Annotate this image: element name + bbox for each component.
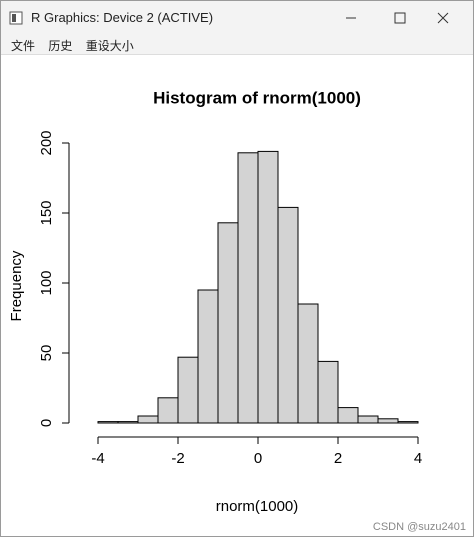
menu-item[interactable]: 重设大小 bbox=[85, 39, 134, 53]
bar bbox=[397, 421, 419, 424]
bar bbox=[97, 421, 119, 424]
bar bbox=[337, 407, 359, 424]
close-button[interactable] bbox=[437, 12, 449, 24]
bar bbox=[357, 415, 379, 424]
menu-bar: 文件 历史 重设大小 bbox=[1, 35, 473, 55]
bar bbox=[377, 418, 399, 424]
window-icons bbox=[9, 11, 449, 25]
x-tick-label: -2 bbox=[171, 450, 184, 467]
menu-item[interactable]: 历史 bbox=[48, 39, 73, 53]
chart: Histogram of rnorm(1000) rnorm(1000) Fre… bbox=[8, 88, 466, 533]
bar bbox=[277, 206, 299, 424]
app-icon-detail bbox=[12, 14, 16, 22]
y-tick-label: 200 bbox=[38, 130, 55, 155]
maximize-button[interactable] bbox=[394, 12, 406, 24]
bar bbox=[117, 421, 139, 424]
bar bbox=[257, 150, 279, 424]
y-tick-label: 0 bbox=[38, 419, 55, 427]
bar bbox=[177, 356, 199, 424]
bar bbox=[197, 289, 219, 424]
menu-item[interactable]: 文件 bbox=[11, 39, 36, 53]
x-tick-label: 4 bbox=[414, 450, 422, 467]
y-tick-label: 50 bbox=[38, 345, 55, 362]
x-tick-label: 0 bbox=[254, 450, 262, 467]
y-axis-label: Frequency bbox=[8, 250, 25, 321]
bar bbox=[157, 397, 179, 424]
bar bbox=[137, 415, 159, 424]
bar bbox=[317, 360, 339, 424]
title-bar: R Graphics: Device 2 (ACTIVE) bbox=[1, 1, 473, 35]
chart-title: Histogram of rnorm(1000) bbox=[153, 88, 361, 107]
x-tick-label: -4 bbox=[91, 450, 104, 467]
watermark: CSDN @suzu2401 bbox=[373, 521, 466, 533]
y-tick-label: 150 bbox=[38, 200, 55, 225]
y-tick-label: 100 bbox=[38, 270, 55, 295]
x-axis-label: rnorm(1000) bbox=[216, 498, 299, 515]
window-title: R Graphics: Device 2 (ACTIVE) bbox=[31, 10, 214, 25]
x-tick-label: 2 bbox=[334, 450, 342, 467]
bar bbox=[217, 222, 239, 424]
bar bbox=[237, 152, 259, 424]
bar bbox=[297, 303, 319, 424]
